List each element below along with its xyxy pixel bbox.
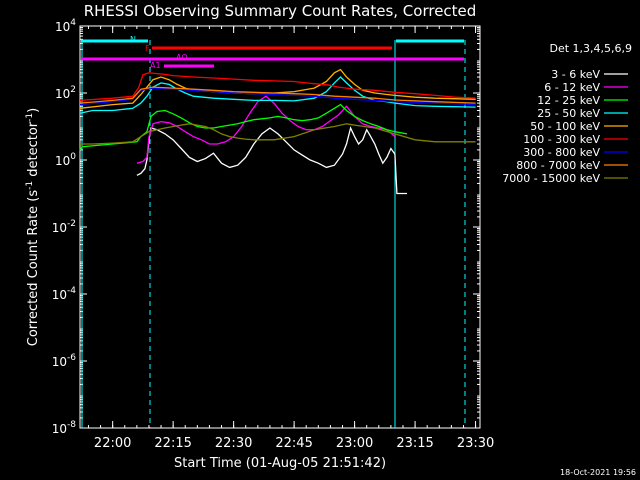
flag-label: F (145, 44, 150, 53)
series-line (136, 95, 396, 164)
legend-label: 800 - 7000 keV (516, 159, 600, 172)
x-ticks: 22:00 22:15 22:30 22:45 23:00 23:15 23:30 (87, 26, 494, 451)
flag-label: A1 (150, 61, 161, 70)
timestamp: 18-Oct-2021 19:56 (560, 468, 636, 477)
y-tick-label: 100 (55, 152, 76, 168)
y-tick-label: 102 (55, 85, 76, 101)
x-axis-label: Start Time (01-Aug-05 21:51:42) (174, 456, 386, 471)
legend-header: Det 1,3,4,5,6,9 (549, 42, 632, 55)
chart-title: RHESSI Observing Summary Count Rates, Co… (84, 2, 477, 20)
x-tick-label: 22:45 (275, 436, 312, 451)
series-line (79, 72, 476, 102)
y-axis-label: Corrected Count Rate (s-1 detector-1) (25, 108, 41, 346)
legend-label: 6 - 12 keV (544, 81, 600, 94)
y-tick-label: 104 (55, 18, 76, 34)
legend-label: 3 - 6 keV (551, 68, 600, 81)
legend-label: 12 - 25 keV (537, 94, 600, 107)
series-line (79, 86, 476, 104)
series-line (80, 123, 476, 145)
y-tick-label: 10-8 (52, 420, 77, 436)
legend-label: 50 - 100 keV (530, 120, 600, 133)
series-line (79, 87, 476, 106)
legend-label: 7000 - 15000 keV (502, 172, 600, 185)
legend-label: 300 - 800 keV (523, 146, 600, 159)
y-tick-label: 10-2 (52, 219, 76, 235)
legend-label: 25 - 50 keV (537, 107, 600, 120)
x-tick-label: 23:15 (396, 436, 433, 451)
y-tick-label: 10-6 (52, 353, 77, 369)
flag-label: AO (176, 53, 188, 62)
x-tick-label: 23:30 (457, 436, 494, 451)
plot-frame (79, 25, 481, 429)
series-line (136, 126, 407, 195)
x-tick-label: 23:00 (336, 436, 373, 451)
legend-label: 100 - 300 keV (523, 133, 600, 146)
x-tick-label: 22:30 (215, 436, 252, 451)
x-tick-label: 22:00 (94, 436, 131, 451)
series-line (79, 103, 408, 151)
y-tick-label: 10-4 (52, 286, 77, 302)
flag-label: N (130, 35, 136, 44)
x-tick-label: 22:15 (154, 436, 191, 451)
